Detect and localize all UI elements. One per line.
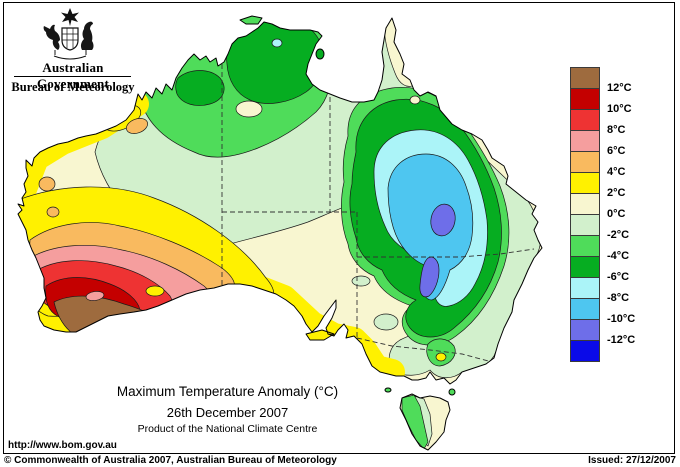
- map-frame: [3, 2, 675, 454]
- legend-swatch: [570, 88, 600, 110]
- legend-swatch: [570, 214, 600, 236]
- crest-kangaroo-icon: [43, 24, 60, 50]
- legend-swatch: [570, 193, 600, 215]
- legend-label: 4°C: [607, 166, 626, 178]
- crest-legs-lines: [54, 50, 87, 55]
- header-divider: [14, 76, 131, 77]
- legend-swatch: [570, 235, 600, 257]
- legend: 12°C 10°C 8°C 6°C 4°C 2°C 0°C -2°C -4°C -6°C -8°C -…: [570, 67, 675, 362]
- issued-date: Issued: 27/12/2007: [588, 455, 676, 466]
- crest-emu-icon: [80, 21, 94, 50]
- bom-url: http://www.bom.gov.au: [8, 440, 117, 451]
- legend-label: -6°C: [607, 271, 630, 283]
- legend-swatch: [570, 109, 600, 131]
- legend-swatch: [570, 277, 600, 299]
- legend-label: 0°C: [607, 208, 626, 220]
- legend-swatch: [570, 319, 600, 341]
- crest-scroll-icon: [53, 55, 87, 60]
- coat-of-arms: [43, 8, 94, 60]
- legend-label: 12°C: [607, 82, 632, 94]
- legend-label: -2°C: [607, 229, 630, 241]
- map-date: 26th December 2007: [166, 405, 289, 420]
- crest-shield-icon: [61, 27, 79, 51]
- legend-label: 2°C: [607, 187, 626, 199]
- legend-label: 10°C: [607, 103, 632, 115]
- crest-star-icon: [61, 8, 79, 26]
- bureau-label: Bureau of Meteorology: [11, 80, 135, 94]
- government-label: Australian Government: [36, 60, 110, 91]
- legend-swatch: [570, 151, 600, 173]
- legend-label: -4°C: [607, 250, 630, 262]
- map-title: Maximum Temperature Anomaly (°C): [116, 384, 339, 399]
- crest-shield-lines: [62, 28, 78, 48]
- legend-label: 8°C: [607, 124, 626, 136]
- legend-label: -10°C: [607, 313, 636, 325]
- legend-label: 6°C: [607, 145, 626, 157]
- bottom-bar: © Commonwealth of Australia 2007, Austra…: [0, 455, 680, 467]
- title-block: Maximum Temperature Anomaly (°C) 26th De…: [70, 384, 385, 435]
- legend-label: -8°C: [607, 292, 630, 304]
- copyright-text: © Commonwealth of Australia 2007, Austra…: [4, 455, 337, 466]
- map-subtitle: Product of the National Climate Centre: [137, 423, 318, 435]
- legend-label: -12°C: [607, 334, 636, 346]
- legend-swatch: [570, 67, 600, 89]
- legend-swatch: [570, 340, 600, 362]
- legend-swatch: [570, 130, 600, 152]
- legend-swatch: [570, 256, 600, 278]
- legend-swatch: [570, 172, 600, 194]
- legend-swatch: [570, 298, 600, 320]
